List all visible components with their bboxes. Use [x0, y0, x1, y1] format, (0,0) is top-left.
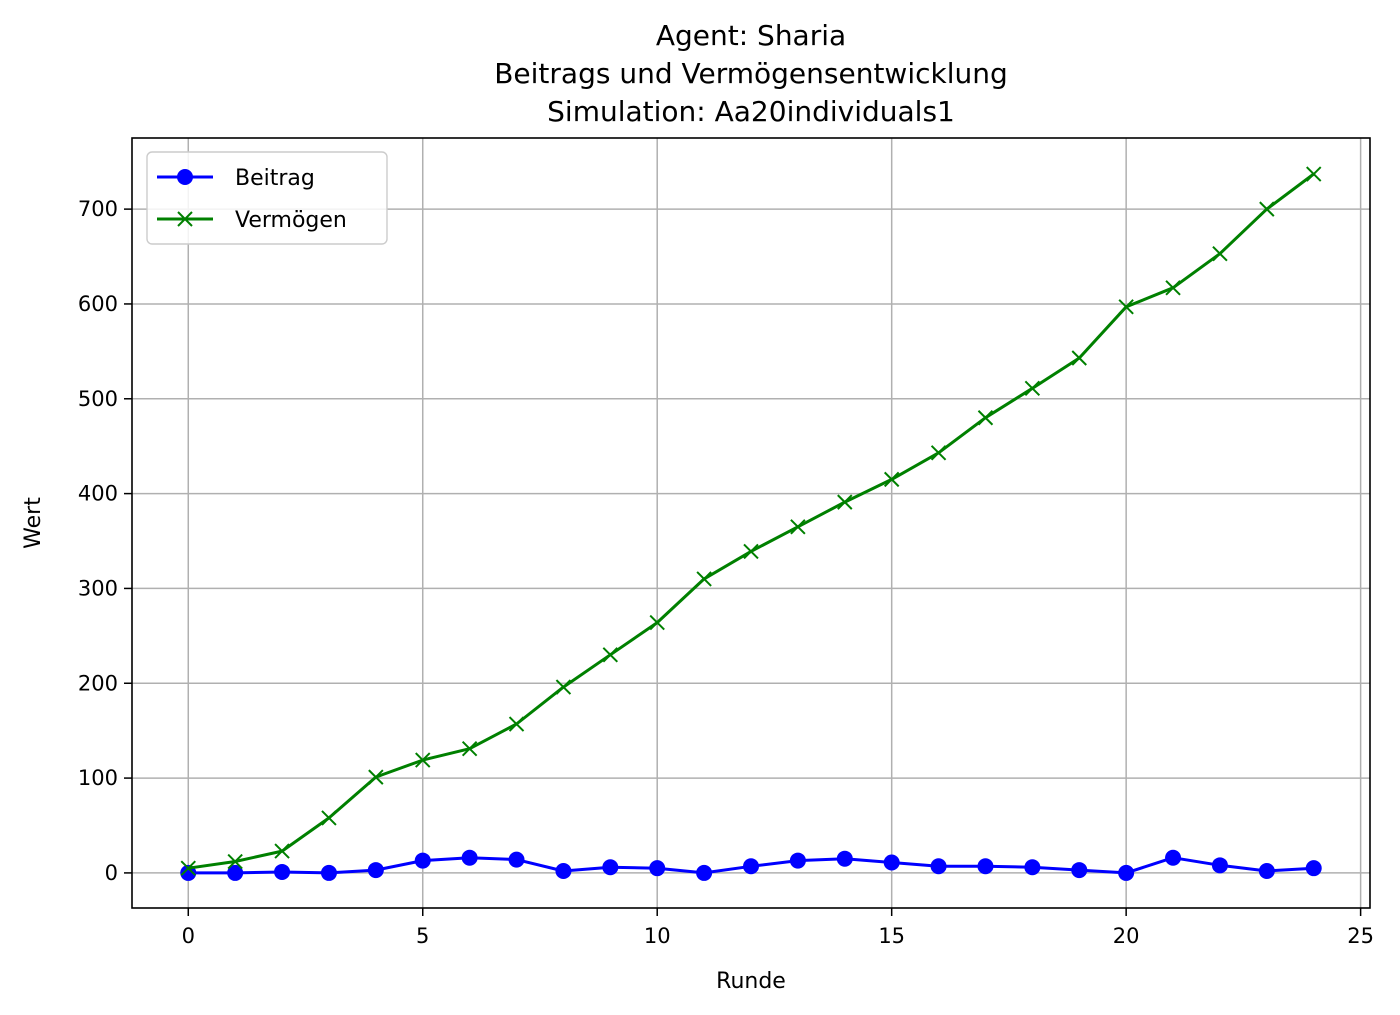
y-tick-label: 700	[78, 197, 118, 221]
chart-title-line-3: Simulation: Aa20individuals1	[547, 95, 955, 128]
data-point-vermoegen	[227, 853, 243, 870]
data-point-beitrag	[930, 858, 947, 875]
data-point-beitrag	[555, 863, 572, 880]
y-tick-label: 400	[78, 482, 118, 506]
data-point-vermoegen	[1118, 299, 1134, 315]
y-tick-label: 500	[78, 387, 118, 411]
data-point-vermoegen	[696, 571, 712, 587]
legend-marker-vermoegen	[177, 211, 193, 227]
data-point-beitrag	[1258, 863, 1275, 880]
data-point-vermoegen	[180, 860, 196, 876]
data-point-beitrag	[977, 858, 994, 875]
data-point-beitrag	[274, 863, 291, 880]
data-point-vermoegen	[1024, 380, 1041, 397]
chart-title-line-2: Beitrags und Vermögensentwicklung	[494, 57, 1008, 90]
data-point-beitrag	[320, 864, 337, 881]
data-point-vermoegen	[274, 843, 290, 859]
data-point-beitrag	[1305, 860, 1322, 877]
data-point-beitrag	[836, 850, 853, 867]
x-tick-label: 25	[1347, 924, 1374, 948]
data-point-beitrag	[461, 849, 478, 866]
data-point-beitrag	[414, 852, 431, 869]
data-point-beitrag	[508, 851, 525, 868]
data-point-beitrag	[883, 854, 900, 871]
chart-title-line-1: Agent: Sharia	[656, 19, 846, 52]
x-tick-label: 10	[644, 924, 671, 948]
data-point-vermoegen	[883, 471, 900, 488]
data-point-beitrag	[1165, 849, 1182, 866]
data-point-vermoegen	[1165, 280, 1181, 296]
y-tick-label: 300	[78, 576, 118, 600]
y-tick-label: 0	[105, 861, 118, 885]
legend-label-beitrag: Beitrag	[235, 166, 315, 191]
data-point-vermoegen	[1071, 350, 1087, 366]
y-tick-label: 100	[78, 766, 118, 790]
legend-marker-beitrag	[177, 169, 193, 185]
data-point-vermoegen	[743, 543, 759, 560]
data-point-vermoegen	[1259, 201, 1275, 217]
data-point-vermoegen	[461, 740, 478, 757]
plot-frame	[131, 137, 1371, 909]
data-point-vermoegen	[602, 647, 619, 663]
data-point-beitrag	[367, 862, 384, 879]
data-point-beitrag	[789, 852, 806, 869]
data-point-vermoegen	[321, 810, 337, 826]
legend-box	[146, 151, 388, 245]
data-point-vermoegen	[1212, 245, 1228, 262]
data-point-vermoegen	[649, 614, 665, 631]
data-point-vermoegen	[790, 519, 806, 535]
data-point-vermoegen	[837, 494, 853, 510]
data-point-vermoegen	[368, 769, 384, 785]
x-axis-label: Runde	[716, 969, 786, 994]
series-line-vermoegen	[188, 172, 1315, 870]
series-layer	[180, 166, 1322, 881]
axis-ticks: 0 5 10 15 20 25 0 100 200 300 400 500 600 700	[78, 197, 1374, 948]
data-point-beitrag	[649, 860, 666, 877]
x-tick-label: 5	[416, 924, 429, 948]
data-point-beitrag	[227, 864, 244, 881]
x-tick-label: 15	[878, 924, 905, 948]
data-point-beitrag	[1211, 857, 1228, 874]
data-point-beitrag	[602, 859, 619, 876]
data-point-vermoegen	[930, 445, 947, 461]
y-tick-label: 600	[78, 292, 118, 316]
y-axis-label: Wert	[21, 497, 46, 549]
data-point-vermoegen	[415, 752, 431, 768]
data-point-beitrag	[743, 858, 759, 875]
y-tick-label: 200	[78, 671, 118, 695]
grid	[132, 138, 1370, 908]
data-point-vermoegen	[1306, 166, 1322, 182]
data-point-beitrag	[1024, 859, 1041, 876]
data-point-vermoegen	[977, 410, 994, 426]
data-point-beitrag	[696, 864, 713, 881]
legend-label-vermoegen: Vermögen	[235, 208, 347, 233]
x-tick-label: 20	[1113, 924, 1140, 948]
data-point-vermoegen	[555, 679, 572, 695]
data-point-beitrag	[1071, 862, 1088, 879]
data-point-vermoegen	[508, 716, 525, 732]
x-tick-label: 0	[182, 924, 195, 948]
data-point-beitrag	[1118, 864, 1135, 881]
legend: Beitrag Vermögen	[146, 151, 388, 245]
